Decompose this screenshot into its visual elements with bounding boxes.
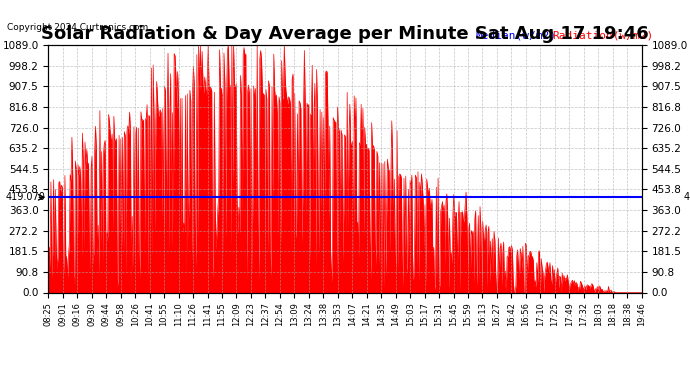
- Text: Radiation(w/m2): Radiation(w/m2): [553, 30, 654, 40]
- Title: Solar Radiation & Day Average per Minute Sat Aug 17 19:46: Solar Radiation & Day Average per Minute…: [41, 26, 649, 44]
- Text: Copyright 2024 Curtronics.com: Copyright 2024 Curtronics.com: [7, 23, 148, 32]
- Text: 419.070: 419.070: [6, 192, 46, 202]
- Text: 419.070: 419.070: [683, 192, 690, 202]
- Text: Median(w/m2): Median(w/m2): [475, 30, 557, 40]
